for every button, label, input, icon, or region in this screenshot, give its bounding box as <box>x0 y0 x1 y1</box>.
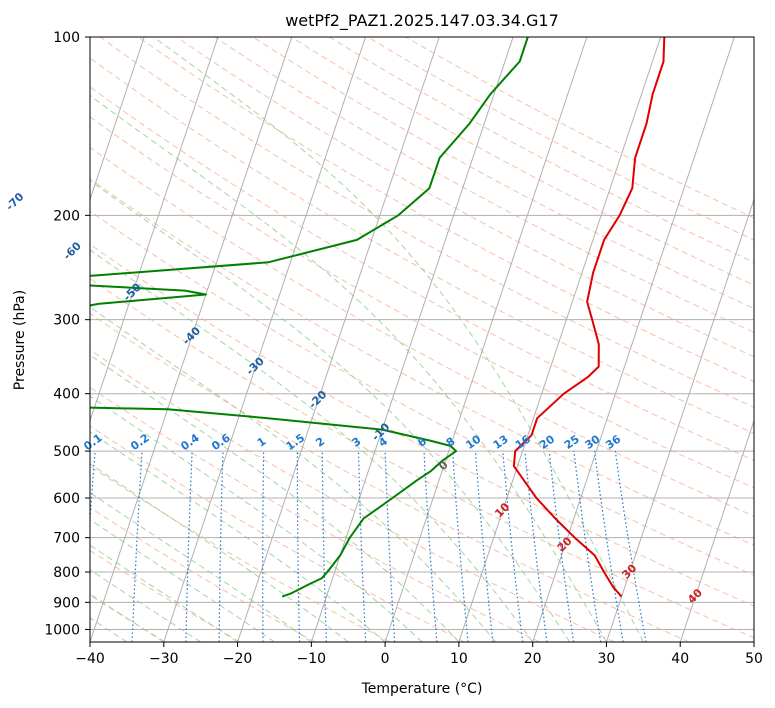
x-tick-label: 30 <box>598 651 616 667</box>
dry-adiabat-line <box>90 549 241 642</box>
mixing-ratio-line <box>452 451 469 642</box>
y-tick-label: 800 <box>53 565 80 581</box>
dry-adiabat-line <box>90 210 754 576</box>
isotherm-line <box>458 37 662 642</box>
mixing-ratio-line <box>474 451 494 642</box>
isotherm-line <box>90 37 219 423</box>
y-tick-label: 700 <box>53 531 80 547</box>
dry-adiabat-line <box>90 116 754 489</box>
x-tick-label: 40 <box>671 651 689 667</box>
chart-title: wetPf2_PAZ1.2025.147.03.34.G17 <box>285 11 559 31</box>
isotherm-line <box>90 37 145 202</box>
y-tick-label: 500 <box>53 444 80 460</box>
y-tick-label: 400 <box>53 387 80 403</box>
y-tick-label: 200 <box>53 208 80 224</box>
mixing-ratio-line <box>593 451 624 642</box>
y-tick-label: 900 <box>53 595 80 611</box>
isotherm-line <box>90 37 293 642</box>
moist-adiabat-line <box>90 463 349 642</box>
moist-adiabat-line <box>90 306 497 642</box>
sounding-profiles <box>90 37 666 598</box>
dry-adiabat-line <box>90 312 690 642</box>
y-tick-label: 600 <box>53 491 80 507</box>
dry-adiabat-line <box>90 178 754 546</box>
y-tick-label: 300 <box>53 313 80 329</box>
mixing-ratio-line <box>502 451 524 642</box>
dry-adiabat-line <box>90 86 754 461</box>
isotherm-line <box>384 37 588 642</box>
x-axis-ticks: −40 −30 −20 −10 0 10 20 30 40 50 <box>75 642 763 667</box>
mixing-ratio-line <box>573 451 602 642</box>
y-tick-label: 100 <box>53 30 80 46</box>
y-axis-ticks: 1000 900 800 700 600 500 400 300 200 100 <box>44 30 90 638</box>
mixing-ratio-line <box>524 451 548 642</box>
moist-adiabat-line <box>90 431 386 642</box>
mixing-ratio-line <box>548 451 575 642</box>
isotherm-line <box>310 37 514 642</box>
dry-adiabat-line <box>137 37 754 383</box>
moist-adiabat-line <box>90 179 571 642</box>
dry-adiabat-line <box>90 425 465 642</box>
dry-adiabat-line <box>90 465 391 642</box>
dewpoint-profile-line <box>90 37 529 598</box>
x-tick-label: −30 <box>149 651 179 667</box>
moist-adiabat-line <box>90 354 460 642</box>
x-tick-label: −10 <box>297 651 327 667</box>
x-tick-label: 20 <box>524 651 542 667</box>
moist-adiabat-line <box>90 249 534 642</box>
plot-frame <box>89 36 755 643</box>
moist-adiabat-line <box>90 395 423 642</box>
dry-adiabat-line <box>90 277 754 639</box>
mixing-ratio-lines <box>90 451 647 642</box>
x-tick-label: 50 <box>745 651 763 667</box>
y-tick-label: 1000 <box>44 622 80 638</box>
dry-adiabat-line <box>90 594 166 642</box>
temperature-profile-line <box>512 37 666 598</box>
isotherm-line <box>532 37 735 642</box>
isotherm-line <box>679 419 754 642</box>
moist-adiabat-line <box>90 519 275 642</box>
moist-adiabat-line <box>90 94 607 642</box>
dry-adiabat-line <box>290 37 754 286</box>
moist-adiabats <box>90 37 644 642</box>
isotherms <box>90 37 754 642</box>
x-axis-title: Temperature (°C) <box>361 681 483 697</box>
y-axis-title: Pressure (hPa) <box>12 290 28 390</box>
dry-adiabat-line <box>252 37 754 309</box>
isotherm-line <box>605 197 754 642</box>
isotherm-line <box>163 37 367 642</box>
dry-adiabat-line <box>90 349 615 642</box>
x-tick-label: 10 <box>450 651 468 667</box>
plot-area <box>90 37 754 642</box>
dry-adiabat-line <box>175 37 754 358</box>
moist-adiabat-line <box>90 569 201 642</box>
isotherm-line <box>237 37 440 642</box>
x-tick-label: 0 <box>381 651 390 667</box>
dry-adiabat-line <box>90 386 540 642</box>
x-tick-label: −40 <box>75 651 105 667</box>
x-tick-label: −20 <box>223 651 253 667</box>
